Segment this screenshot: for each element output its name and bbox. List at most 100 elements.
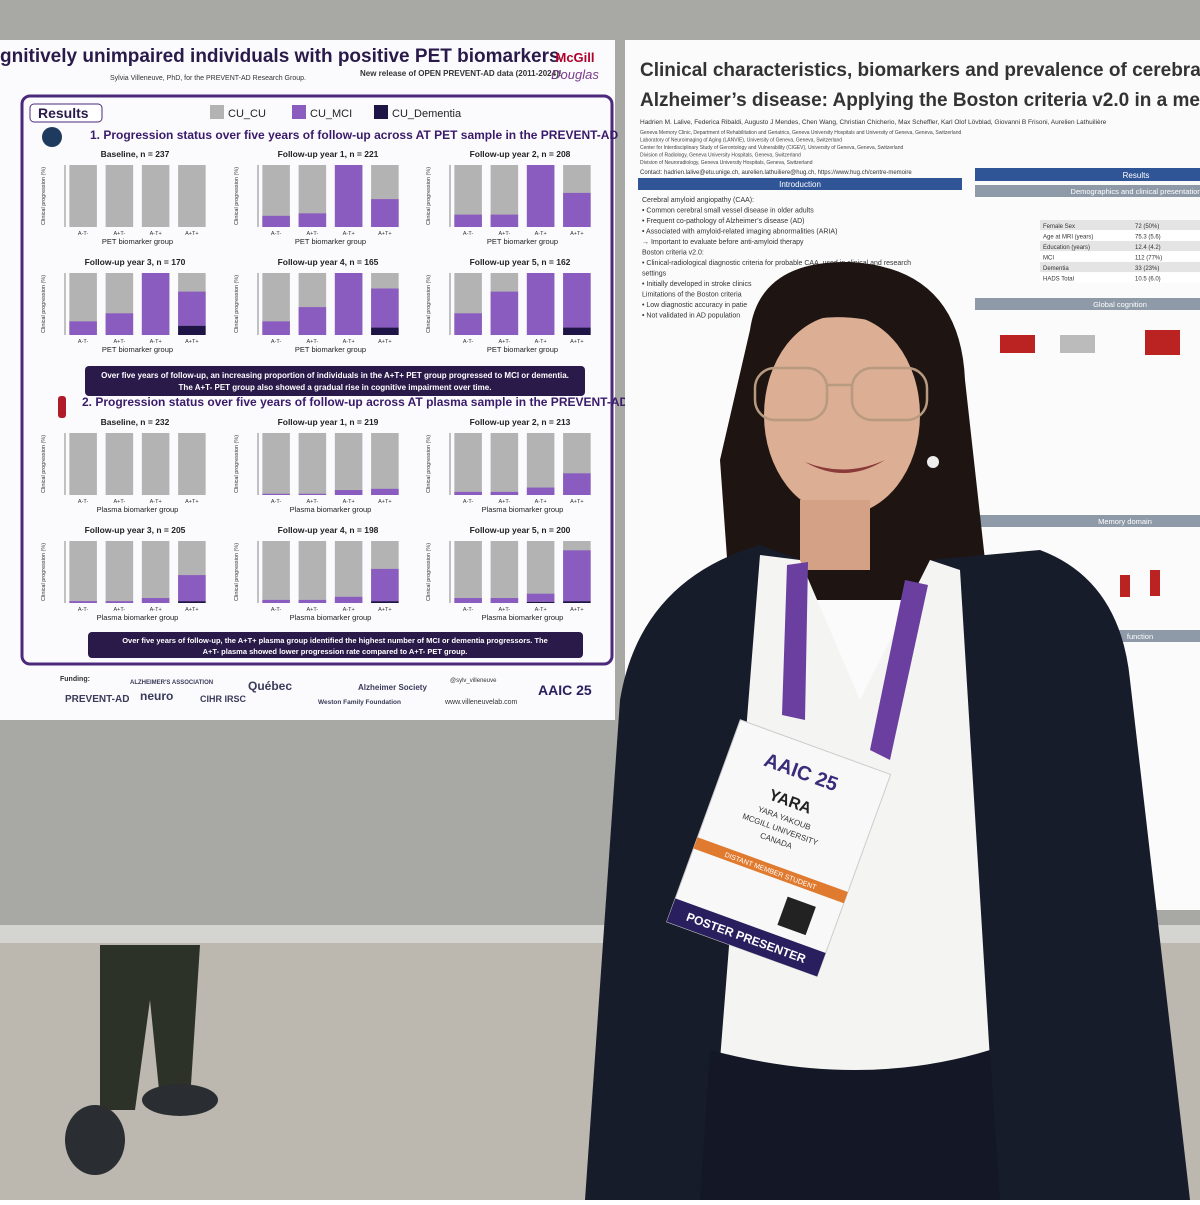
bar-mci xyxy=(454,491,482,495)
x-tick-label: A-T+ xyxy=(343,499,355,505)
affiliation: Division of Radiology, Geneva University… xyxy=(640,153,801,159)
bar-background xyxy=(454,541,482,603)
chart-title: Baseline, n = 232 xyxy=(101,417,170,427)
table-row xyxy=(1040,251,1200,262)
bar-mci xyxy=(262,215,290,227)
bar-mci xyxy=(563,550,591,602)
lens xyxy=(850,366,929,422)
logo-text: Québec xyxy=(248,679,292,693)
x-tick-label: A+T+ xyxy=(378,231,391,237)
bar-mci xyxy=(490,598,519,603)
table-label: Dementia xyxy=(1043,266,1069,272)
intro-line: → Important to evaluate before anti-amyl… xyxy=(642,239,804,246)
y-axis-label: Clinical progression (%) xyxy=(41,543,47,601)
affiliations: Geneva Memory Clinic, Department of Reha… xyxy=(640,130,961,166)
x-tick-label: A+T- xyxy=(306,607,318,613)
x-axis-label: Plasma biomarker group xyxy=(290,505,372,514)
bar-mci xyxy=(563,192,591,227)
y-axis-label: Clinical progression (%) xyxy=(426,275,432,333)
affiliation: Center for Interdisciplinary Study of Ge… xyxy=(640,145,903,151)
x-tick-label: A+T+ xyxy=(570,339,583,345)
bar-background xyxy=(178,165,206,227)
x-tick-label: A-T- xyxy=(463,499,474,505)
intro-line: • Clinical-radiological diagnostic crite… xyxy=(642,260,911,267)
bar-mci xyxy=(262,493,290,495)
x-tick-label: A+T- xyxy=(113,607,125,613)
mini-chart: Baseline, n = 237 Clinical progression (%… xyxy=(41,149,206,246)
x-tick-label: A-T- xyxy=(463,607,474,613)
x-tick-label: A-T- xyxy=(271,607,282,613)
table-value: 72 (50%) xyxy=(1135,224,1159,230)
x-axis-label: Plasma biomarker group xyxy=(97,505,179,514)
x-tick-label: A+T- xyxy=(498,339,510,345)
y-axis-label: Clinical progression (%) xyxy=(234,167,240,225)
intro-line: • Not validated in AD population xyxy=(642,313,740,320)
plot-box xyxy=(1150,570,1160,596)
chart-title: Follow-up year 1, n = 221 xyxy=(278,149,379,159)
icon xyxy=(58,396,66,418)
x-tick-label: A+T+ xyxy=(570,231,583,237)
bar-mci xyxy=(334,596,363,603)
table-value: 33 (23%) xyxy=(1135,266,1159,272)
x-tick-label: A-T+ xyxy=(535,231,547,237)
y-axis-label: Clinical progression (%) xyxy=(426,543,432,601)
x-tick-label: A-T- xyxy=(78,607,89,613)
x-tick-label: A-T- xyxy=(271,231,282,237)
table-value: 12.4 (4.2) xyxy=(1135,245,1161,251)
x-tick-label: A-T+ xyxy=(343,231,355,237)
section-heading: Results xyxy=(1123,171,1150,180)
mini-chart: Follow-up year 5, n = 200 Clinical progre… xyxy=(426,525,591,622)
bar-background xyxy=(526,433,555,495)
x-axis-label: Plasma biomarker group xyxy=(482,505,564,514)
authors: Hadrien M. Lalive, Federica Ribaldi, Aug… xyxy=(640,119,1107,126)
plot-box xyxy=(1060,335,1095,353)
x-tick-label: A+T- xyxy=(498,499,510,505)
chart-title: Follow-up year 2, n = 213 xyxy=(470,417,571,427)
mini-chart: Follow-up year 1, n = 221 Clinical progre… xyxy=(234,149,399,246)
y-axis-label: Clinical progression (%) xyxy=(41,275,47,333)
badge: AAIC 25 YARA YARA YAKOUB MCGILL UNIVERSI… xyxy=(666,719,892,978)
bar-mci xyxy=(298,213,327,227)
x-tick-label: A+T+ xyxy=(570,607,583,613)
y-axis-label: Clinical progression (%) xyxy=(234,435,240,493)
x-tick-label: A-T+ xyxy=(150,231,162,237)
lens xyxy=(753,366,829,422)
bar-dementia xyxy=(178,601,206,603)
logo-text: PREVENT-AD xyxy=(65,694,129,705)
x-tick-label: A-T+ xyxy=(535,339,547,345)
intro-line: Boston criteria v2.0: xyxy=(642,250,704,257)
x-tick-label: A+T+ xyxy=(185,231,198,237)
neck xyxy=(800,500,870,570)
table-row xyxy=(1040,262,1200,272)
legend-label: CU_MCI xyxy=(310,108,352,120)
bar-background xyxy=(69,541,97,603)
bar-background xyxy=(334,433,363,495)
bar-mci xyxy=(298,493,327,495)
x-tick-label: A+T- xyxy=(113,339,125,345)
x-axis-label: PET biomarker group xyxy=(102,345,173,354)
chart-title: Baseline, n = 237 xyxy=(101,149,170,159)
bar-mci xyxy=(526,165,555,227)
chart-title: Follow-up year 4, n = 198 xyxy=(278,525,379,535)
demographics-table: Female Sex 72 (50%) Age at MRI (years) 75.3… xyxy=(1040,220,1200,283)
bar-background xyxy=(105,541,134,603)
bar-mci xyxy=(490,291,519,335)
earring xyxy=(927,456,939,468)
badge-card xyxy=(666,719,892,978)
bar-background xyxy=(262,433,290,495)
bar-dementia xyxy=(563,601,591,603)
x-tick-label: A-T- xyxy=(271,499,282,505)
bar-background xyxy=(141,433,170,495)
y-axis-label: Clinical progression (%) xyxy=(41,435,47,493)
summary-text: Over five years of follow-up, an increas… xyxy=(101,371,569,380)
bar-background xyxy=(298,541,327,603)
legend-swatch xyxy=(292,105,306,119)
bar-mci xyxy=(334,165,363,227)
section-heading: Demographics and clinical presentation xyxy=(1071,187,1200,196)
bar-background xyxy=(490,541,519,603)
x-axis-label: Plasma biomarker group xyxy=(97,613,179,622)
section-bar xyxy=(975,185,1200,197)
table-row xyxy=(1040,220,1200,230)
x-tick-label: A+T+ xyxy=(185,339,198,345)
